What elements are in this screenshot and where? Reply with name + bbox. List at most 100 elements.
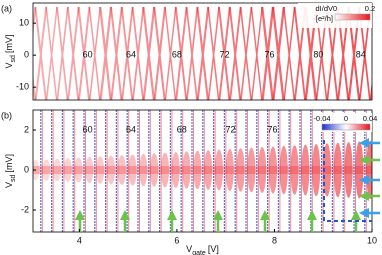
panel-label: (b) [1, 110, 12, 120]
annotation: 72 [226, 124, 236, 134]
heatmap-a [33, 6, 372, 100]
texture [66, 6, 80, 100]
colorbar-tick-label: 0.2 [365, 4, 375, 13]
texture [171, 151, 180, 189]
texture [377, 140, 382, 199]
texture [42, 159, 51, 181]
annotation: 76 [265, 50, 275, 60]
x-label-unit: [V] [208, 244, 219, 254]
texture [304, 6, 318, 100]
texture [269, 146, 277, 194]
y-label-unit: [mV] [4, 154, 14, 173]
x-tick-label: 6 [174, 235, 179, 245]
y-label-subscript: sd [10, 174, 17, 182]
texture [33, 160, 40, 180]
texture [344, 142, 353, 198]
texture [150, 153, 159, 187]
colorbar [334, 13, 371, 21]
colorbar-unit: [e²/h] [316, 14, 333, 23]
x-tick-label: 8 [272, 235, 277, 245]
annotation: 64 [126, 50, 136, 60]
texture [315, 6, 328, 100]
x-label-subscript: gate [192, 250, 206, 255]
y-axis-label: Vsd[mV] [4, 154, 16, 188]
annotation: 68 [172, 50, 182, 60]
colorbar-tick-label: 0 [333, 4, 337, 13]
texture [174, 6, 188, 100]
texture [258, 147, 267, 193]
x-axis-label: Vgate [V] [186, 244, 219, 255]
texture [85, 156, 94, 184]
texture [261, 6, 275, 100]
annotation: 80 [313, 50, 323, 60]
x-label-symbol: V [186, 244, 192, 254]
texture [34, 6, 48, 100]
texture [139, 153, 148, 187]
colorbar-tick-label: 0.04 [363, 114, 378, 123]
colorbar-label: dI/dV [315, 4, 333, 13]
panel-label: (a) [1, 3, 12, 13]
texture [218, 6, 231, 100]
annotation: 60 [83, 124, 93, 134]
y-label-symbol: V [4, 62, 14, 68]
texture [279, 145, 288, 195]
y-tick-label: 2 [24, 124, 29, 134]
texture [326, 6, 339, 100]
texture [312, 143, 321, 197]
frame [32, 109, 373, 233]
y-tick-label: 10 [19, 18, 29, 28]
texture [271, 6, 285, 100]
texture [301, 144, 310, 196]
y-tick-label: 0 [24, 164, 29, 174]
texture [204, 150, 213, 190]
texture [290, 145, 299, 195]
annotation: 68 [177, 124, 187, 134]
texture [182, 151, 191, 189]
texture [207, 6, 220, 100]
annotation: 72 [220, 50, 230, 60]
texture [88, 6, 101, 100]
texture [153, 6, 167, 100]
texture [347, 6, 361, 100]
texture [228, 6, 242, 100]
annotation: 84 [356, 50, 366, 60]
annotation: 76 [267, 124, 277, 134]
texture [77, 6, 91, 100]
annotation: 60 [83, 50, 93, 60]
y-tick-label: 0 [24, 50, 29, 60]
texture [53, 158, 61, 182]
texture [358, 6, 372, 100]
y-axis-label: Vsd[mV] [4, 35, 16, 69]
x-tick-label: 4 [77, 235, 82, 245]
texture [164, 6, 177, 100]
texture [161, 152, 169, 188]
y-label-symbol: V [4, 182, 14, 188]
texture [99, 6, 113, 100]
y-tick-label: -2 [21, 204, 29, 214]
texture [250, 6, 263, 100]
texture [128, 154, 137, 186]
texture [293, 6, 307, 100]
texture [336, 6, 350, 100]
texture [120, 6, 134, 100]
texture [239, 6, 253, 100]
colorbar-tick-label: 0 [344, 114, 348, 123]
colorbar [321, 123, 371, 131]
texture [33, 166, 372, 174]
texture [74, 157, 83, 183]
texture [142, 6, 156, 100]
texture [96, 156, 105, 184]
texture [107, 155, 115, 185]
texture [56, 6, 69, 100]
y-label-subscript: sd [10, 55, 17, 63]
texture [63, 158, 72, 182]
y-tick-label: -10 [16, 82, 29, 92]
texture [236, 148, 245, 192]
arrows [75, 138, 380, 232]
texture [196, 6, 210, 100]
texture [185, 6, 199, 100]
highlight-box [323, 140, 372, 222]
texture [45, 6, 58, 100]
texture [225, 148, 234, 192]
